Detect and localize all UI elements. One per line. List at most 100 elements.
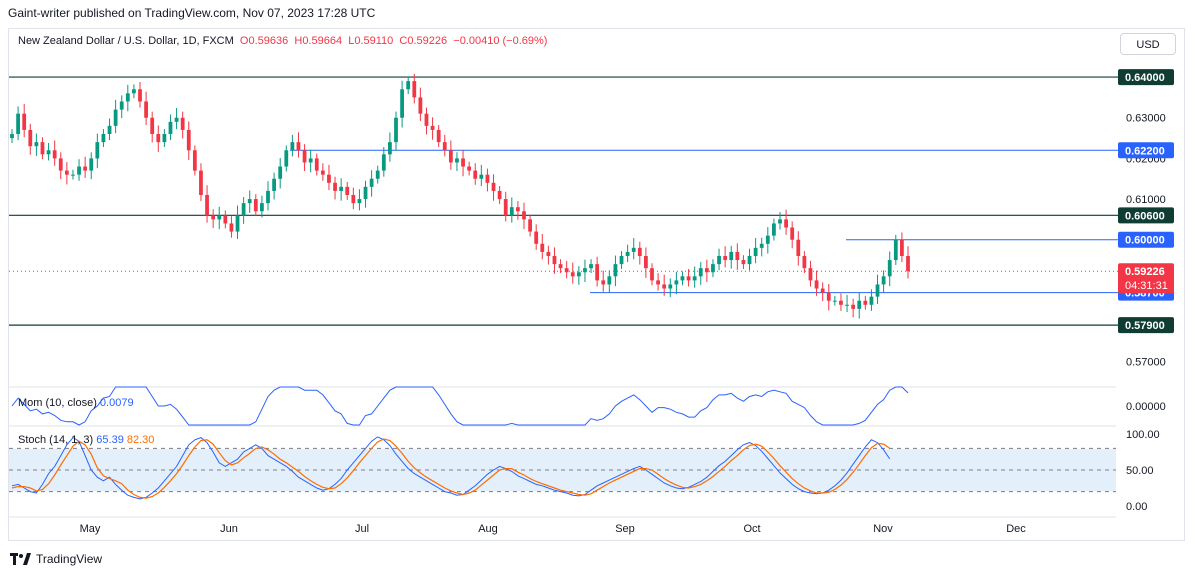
- candle-body: [570, 272, 575, 277]
- tradingview-logo[interactable]: TradingView: [10, 552, 102, 566]
- candle-body: [784, 219, 788, 228]
- month-label: May: [80, 523, 101, 535]
- candle-body: [497, 190, 502, 200]
- candle-body: [613, 264, 618, 277]
- candle-body: [345, 186, 350, 195]
- candle-body: [576, 272, 581, 277]
- candle-body: [247, 199, 252, 204]
- stoch-k-line: [11, 436, 891, 500]
- stoch-label: Stoch (14, 1, 3): [18, 434, 94, 446]
- candle-body: [156, 134, 161, 143]
- candle-body: [832, 300, 837, 302]
- candle-body: [455, 158, 459, 163]
- candle-body: [644, 255, 648, 269]
- candle-body: [509, 207, 514, 216]
- price-tick-label: 0.61000: [1126, 194, 1166, 206]
- candle-body: [808, 268, 813, 281]
- candle-body: [802, 255, 807, 269]
- candle-body: [125, 93, 130, 102]
- candle-body: [95, 142, 100, 159]
- momentum-tick-label: 0.00000: [1126, 401, 1166, 413]
- candle-body: [290, 142, 295, 151]
- publisher-line: Gaint-writer published on TradingView.co…: [8, 6, 376, 20]
- candle-body: [424, 113, 429, 126]
- candle-body: [211, 215, 216, 220]
- candle-body: [314, 158, 319, 171]
- candle-body: [64, 170, 69, 175]
- candle-body: [375, 170, 380, 179]
- candle-body: [723, 255, 728, 261]
- candle-body: [253, 199, 258, 212]
- candle-body: [436, 129, 441, 143]
- candle-body: [339, 186, 344, 191]
- candle-body: [192, 150, 197, 171]
- stoch-k-value: 65.39: [96, 434, 124, 446]
- candle-body: [845, 304, 849, 306]
- candle-body: [327, 174, 331, 183]
- candle-body: [363, 186, 368, 200]
- candle-body: [168, 121, 173, 135]
- candle-body: [266, 190, 270, 204]
- candle-body: [735, 251, 740, 261]
- candle-body: [863, 300, 868, 305]
- candle-body: [357, 199, 362, 204]
- candle-body: [333, 182, 337, 191]
- candle-body: [278, 166, 283, 179]
- candle-body: [448, 150, 453, 163]
- candle-body: [467, 166, 472, 171]
- candle-body: [650, 268, 654, 281]
- candle-body: [394, 117, 398, 143]
- level-badge: [1118, 142, 1174, 159]
- candle-body: [174, 117, 179, 122]
- candle-body: [144, 101, 148, 118]
- candle-body: [485, 174, 490, 183]
- candle-body: [101, 134, 106, 143]
- candle-body: [107, 125, 112, 135]
- candle-body: [40, 142, 45, 155]
- momentum-line: [11, 386, 909, 426]
- candle-body: [412, 81, 417, 98]
- candle-body: [388, 142, 392, 155]
- candle-body: [442, 142, 447, 151]
- candle-body: [296, 142, 301, 151]
- candle-body: [400, 89, 404, 118]
- candle-body: [205, 194, 209, 216]
- candle-body: [369, 178, 374, 187]
- level-badge: [1118, 207, 1174, 224]
- month-label: Nov: [873, 523, 893, 535]
- candle-body: [132, 89, 136, 94]
- currency-button[interactable]: USD: [1120, 33, 1176, 55]
- level-badge-label: 0.62200: [1125, 145, 1165, 157]
- candle-body: [631, 247, 636, 252]
- high-value: H0.59664: [294, 35, 343, 47]
- candle-body: [887, 260, 892, 277]
- candle-body: [814, 280, 819, 289]
- candle-body: [199, 170, 203, 195]
- candle-body: [479, 174, 484, 179]
- stoch-legend[interactable]: Stoch (14, 1, 3) 65.39 82.30: [18, 434, 154, 446]
- candle-body: [528, 219, 532, 232]
- candle-body: [284, 150, 289, 167]
- last-price-badge: [1118, 263, 1174, 294]
- level-badge-label: 0.60000: [1125, 235, 1165, 247]
- candle-body: [546, 251, 551, 256]
- candle-body: [503, 199, 508, 216]
- candle-body: [217, 215, 222, 220]
- candle-body: [686, 276, 691, 281]
- month-label: Sep: [615, 523, 635, 535]
- month-label: Jun: [220, 523, 238, 535]
- candle-body: [753, 247, 758, 256]
- brand-name: TradingView: [36, 552, 103, 566]
- candle-body: [22, 113, 27, 130]
- candle-body: [820, 288, 825, 293]
- candle-body: [625, 251, 630, 256]
- stoch-tick-label: 100.00: [1126, 429, 1160, 441]
- momentum-legend[interactable]: Mom (10, close) 0.0079: [18, 397, 134, 409]
- candle-body: [138, 89, 142, 102]
- stoch-tick-label: 50.00: [1126, 465, 1154, 477]
- countdown-label: 04:31:31: [1125, 280, 1168, 292]
- candle-body: [790, 227, 795, 240]
- candle-body: [589, 264, 593, 269]
- candle-body: [674, 280, 679, 285]
